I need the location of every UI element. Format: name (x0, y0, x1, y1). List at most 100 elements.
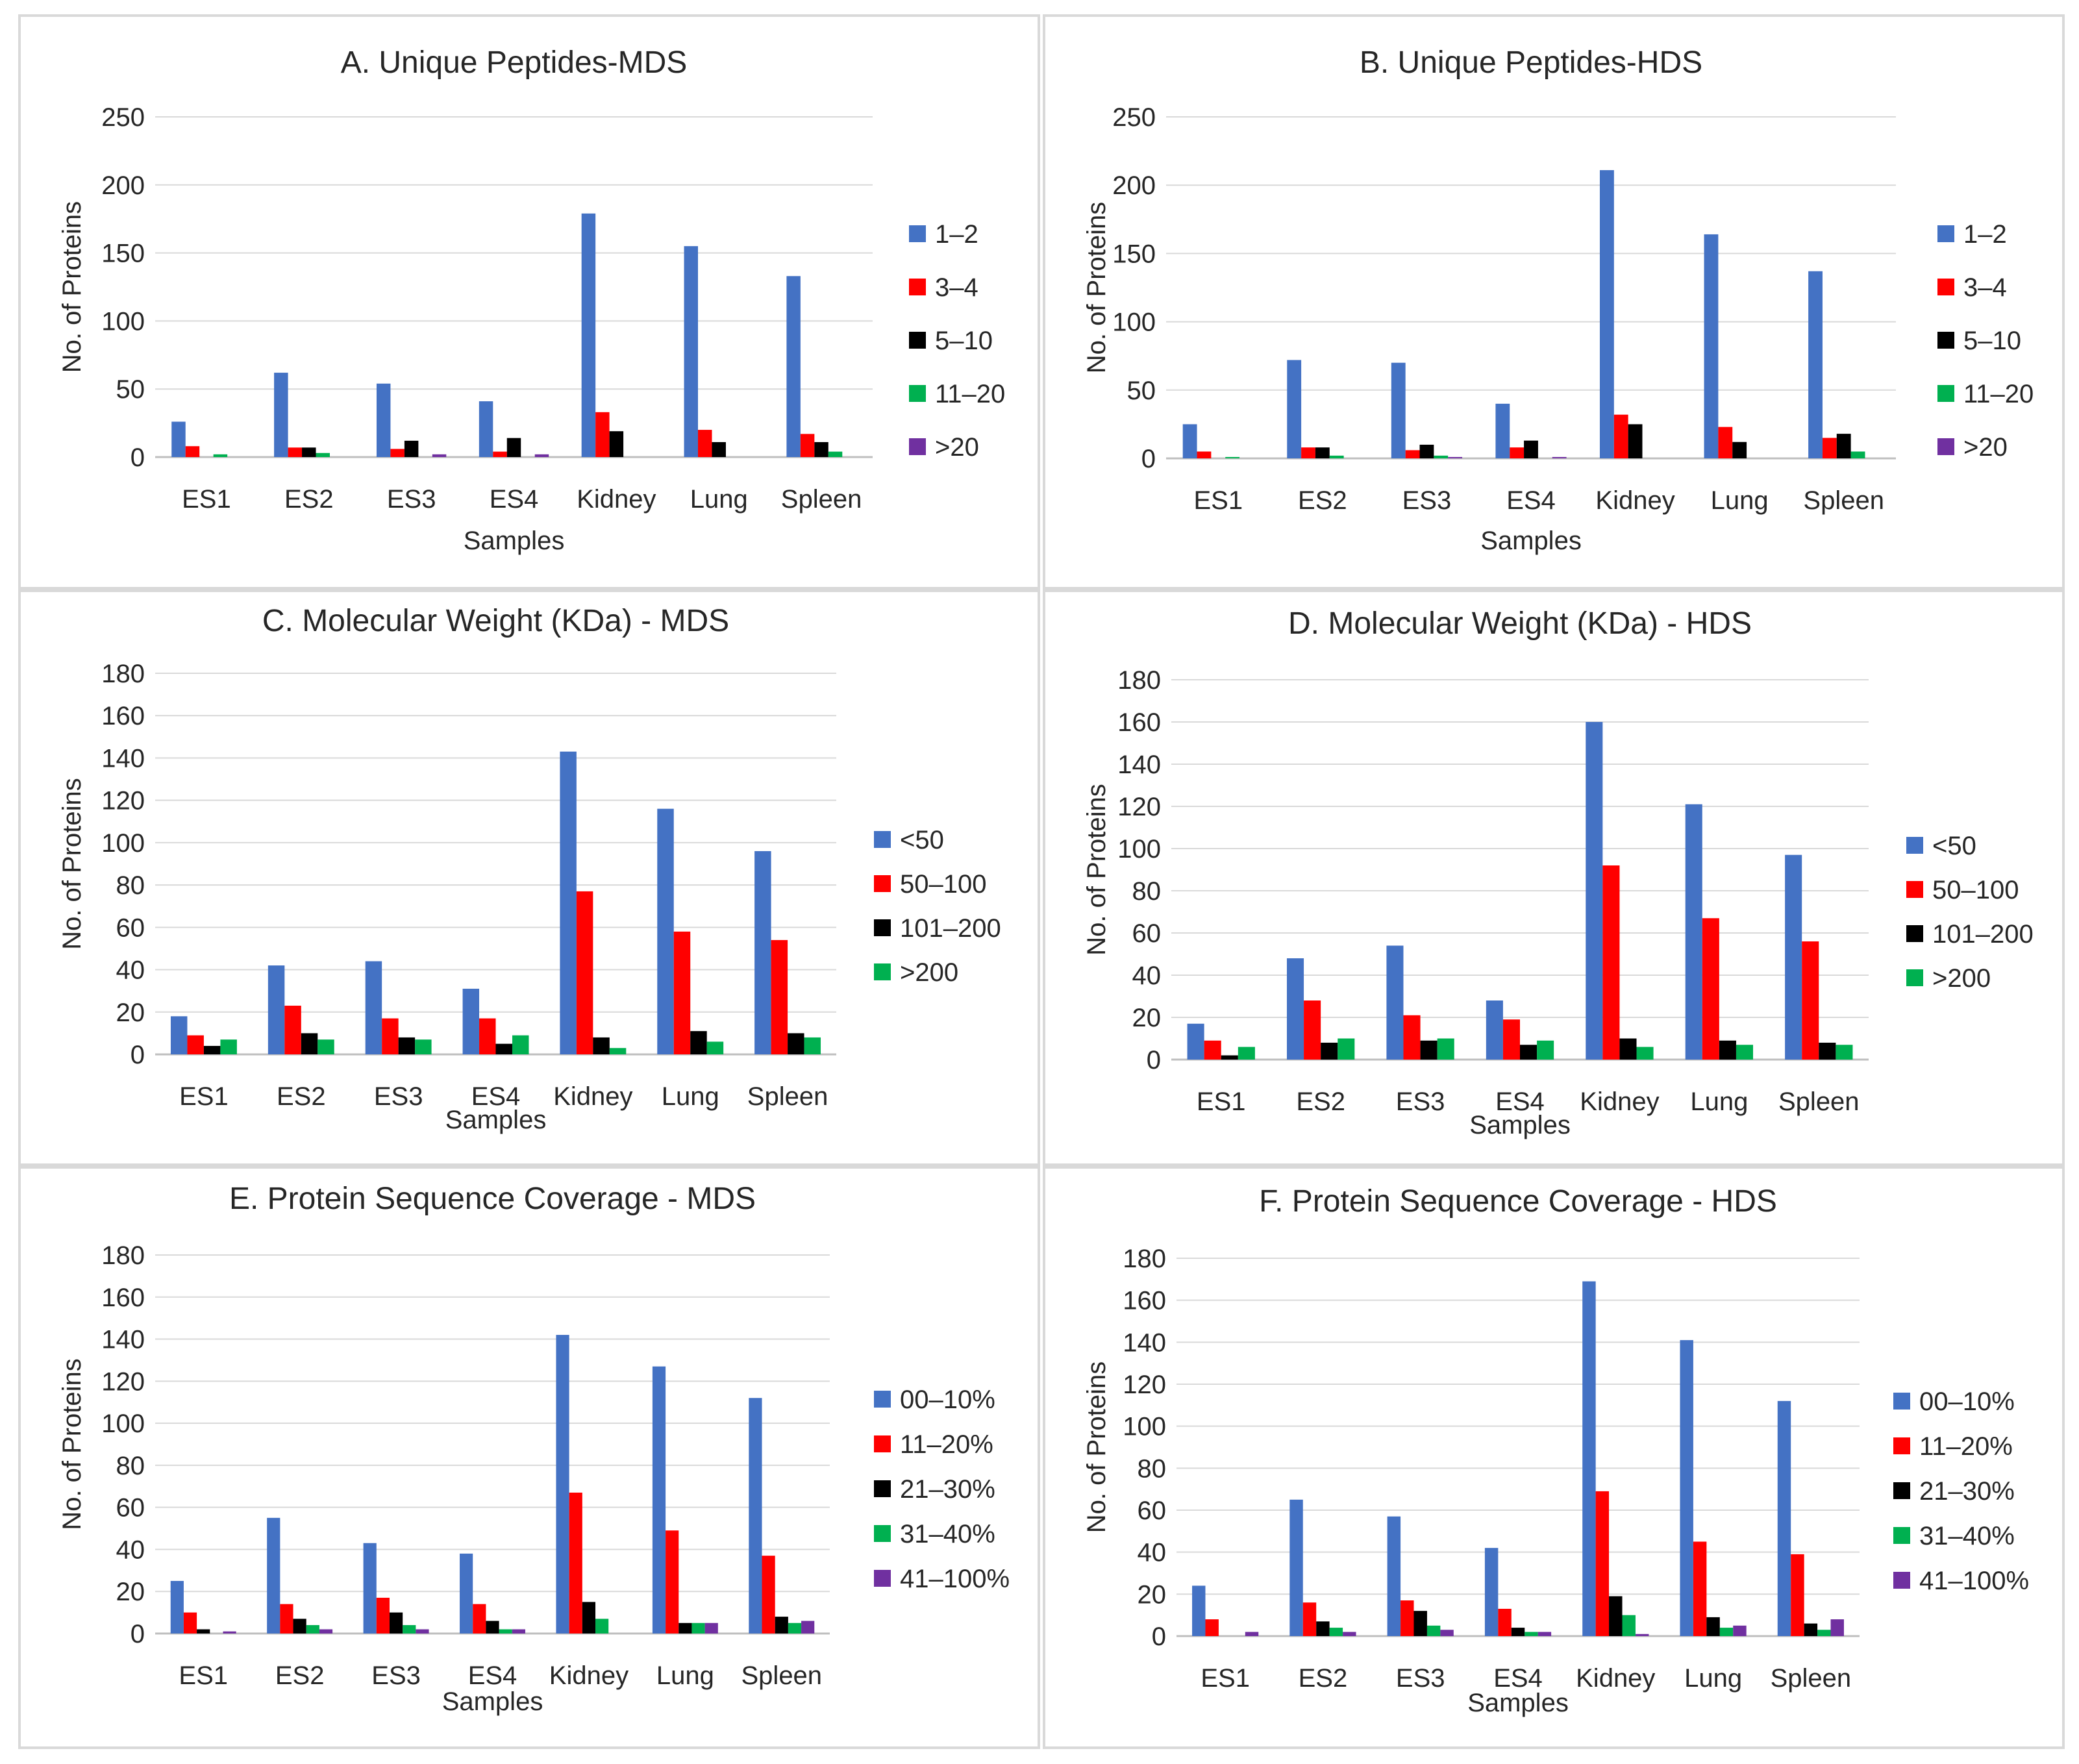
bar-kidney-21-30pct (582, 1602, 596, 1634)
bar-lung-lt50 (1685, 804, 1702, 1060)
bar-es2-11-20pct (1302, 1602, 1317, 1636)
bar-kidney-5-10 (1628, 424, 1643, 458)
legend-swatch-11-20 (1937, 385, 1954, 402)
legend-label: 41–100% (1919, 1567, 2029, 1595)
bar-es3-00-10pct (363, 1543, 377, 1634)
bar-es2-5-10 (302, 447, 316, 457)
x-tick-label: ES1 (182, 485, 231, 514)
x-tick-label: ES2 (284, 485, 334, 514)
x-tick-label: Lung (1684, 1664, 1742, 1693)
bar-lung-31-40pct (1719, 1628, 1734, 1636)
chart-panel-a: A. Unique Peptides-MDS 0 50 100 150 200 250 ES1… (18, 14, 1040, 590)
bar-kidney-101-200 (593, 1037, 610, 1054)
x-tick-label: Lung (662, 1082, 719, 1111)
chart-svg-e: E. Protein Sequence Coverage - MDS 0 20 40 6… (58, 1182, 1010, 1716)
bar-spleen-41-100pct (1830, 1619, 1844, 1636)
bar-es2-lt50 (1286, 958, 1304, 1060)
bar-es4-41-100pct (512, 1629, 525, 1634)
x-tick-label: ES2 (1299, 1664, 1348, 1693)
bar-es1-11-20pct (1205, 1619, 1219, 1636)
legend-swatch-41-100pct (1893, 1572, 1910, 1589)
y-tick-label: 140 (101, 1326, 145, 1354)
legend-swatch-lt50 (874, 831, 891, 848)
x-axis-title: Samples (1467, 1689, 1569, 1717)
chart-svg-a: A. Unique Peptides-MDS 0 50 100 150 200 250 ES1… (58, 45, 1005, 555)
bar-lung-1-2 (1704, 234, 1719, 458)
x-tick-label: Kidney (549, 1661, 629, 1690)
legend-swatch-11-20 (909, 385, 926, 402)
bar-kidney-1-2 (581, 213, 596, 457)
x-tick-label: Spleen (1771, 1664, 1852, 1693)
bar-lung-5-10 (1732, 441, 1747, 458)
x-tick-label: ES1 (1201, 1664, 1250, 1693)
y-tick-label: 20 (1132, 1004, 1162, 1032)
bar-spleen-50-100 (1802, 941, 1819, 1060)
bar-es1-11-20 (213, 454, 228, 457)
bar-es4-gt200 (1537, 1040, 1554, 1060)
bar-spleen-1-2 (786, 276, 801, 457)
legend-swatch-21-30pct (1893, 1482, 1910, 1499)
bar-es3-41-100pct (416, 1629, 429, 1634)
bar-lung-21-30pct (1706, 1617, 1720, 1636)
bar-spleen-11-20pct (762, 1556, 775, 1634)
legend-label: 50–100 (1932, 876, 2019, 904)
bar-es1-101-200 (1221, 1055, 1238, 1060)
legend-label: 11–20 (935, 380, 1005, 408)
bar-es2-3-4 (288, 447, 303, 457)
bar-es1-3-4 (1197, 451, 1212, 458)
bar-es1-41-100pct (223, 1631, 236, 1634)
bar-kidney-101-200 (1619, 1038, 1637, 1060)
chart-title: A. Unique Peptides-MDS (341, 45, 688, 80)
bar-es2-gt200 (1338, 1038, 1355, 1060)
legend-swatch-00-10pct (1893, 1393, 1910, 1410)
bar-es2-11-20 (1329, 455, 1344, 458)
x-tick-label: Kidney (577, 485, 656, 514)
legend-swatch-3-4 (1937, 279, 1954, 295)
bar-es2-31-40pct (306, 1625, 319, 1634)
y-tick-label: 100 (101, 829, 145, 858)
bar-kidney-50-100 (576, 891, 593, 1054)
bar-lung-00-10pct (652, 1366, 666, 1634)
bar-es2-21-30pct (1316, 1621, 1330, 1636)
bar-lung-lt50 (657, 808, 674, 1054)
bar-es4-gt20 (534, 454, 549, 457)
bar-spleen-00-10pct (749, 1398, 762, 1634)
bar-lung-11-20pct (666, 1530, 679, 1634)
x-tick-label: ES3 (1396, 1087, 1445, 1116)
bar-es3-lt50 (1386, 945, 1404, 1060)
y-tick-label: 60 (1138, 1497, 1167, 1525)
bar-es1-00-10pct (170, 1581, 184, 1634)
x-axis-title: Samples (1469, 1111, 1571, 1139)
legend-swatch-41-100pct (874, 1570, 891, 1587)
legend-swatch-101-200 (1906, 925, 1923, 942)
bar-es3-21-30pct (389, 1612, 403, 1634)
legend-label: 3–4 (1963, 273, 2007, 302)
y-tick-label: 0 (131, 1041, 145, 1069)
chart-title: B. Unique Peptides-HDS (1360, 45, 1702, 80)
bar-es4-50-100 (479, 1018, 496, 1054)
legend-label: 11–20% (1919, 1432, 2013, 1461)
bar-es4-1-2 (1495, 403, 1510, 458)
bar-es4-00-10pct (460, 1553, 473, 1634)
bar-kidney-41-100pct (1635, 1634, 1649, 1636)
chart-svg-b: B. Unique Peptides-HDS 0 50 100 150 200 250 ES1… (1082, 45, 2034, 555)
legend-label: 11–20% (900, 1430, 993, 1459)
y-tick-label: 80 (116, 1452, 145, 1480)
legend-label: <50 (900, 826, 944, 854)
x-tick-label: ES4 (468, 1661, 517, 1690)
bar-kidney-21-30pct (1609, 1596, 1623, 1636)
x-tick-label: Spleen (741, 1661, 823, 1690)
legend-swatch-gt200 (874, 963, 891, 980)
bar-es4-21-30pct (486, 1621, 499, 1634)
bar-spleen-3-4 (1822, 438, 1837, 458)
x-tick-label: Spleen (747, 1082, 828, 1111)
bar-es3-gt20 (432, 454, 447, 457)
y-tick-label: 250 (1112, 103, 1156, 132)
bar-es4-5-10 (506, 438, 521, 457)
y-tick-label: 80 (1138, 1454, 1167, 1483)
y-tick-label: 180 (101, 660, 145, 688)
x-tick-label: ES3 (387, 485, 436, 514)
bar-es4-101-200 (1520, 1045, 1537, 1060)
bar-es2-21-30pct (293, 1619, 306, 1634)
bar-kidney-lt50 (1586, 722, 1603, 1060)
